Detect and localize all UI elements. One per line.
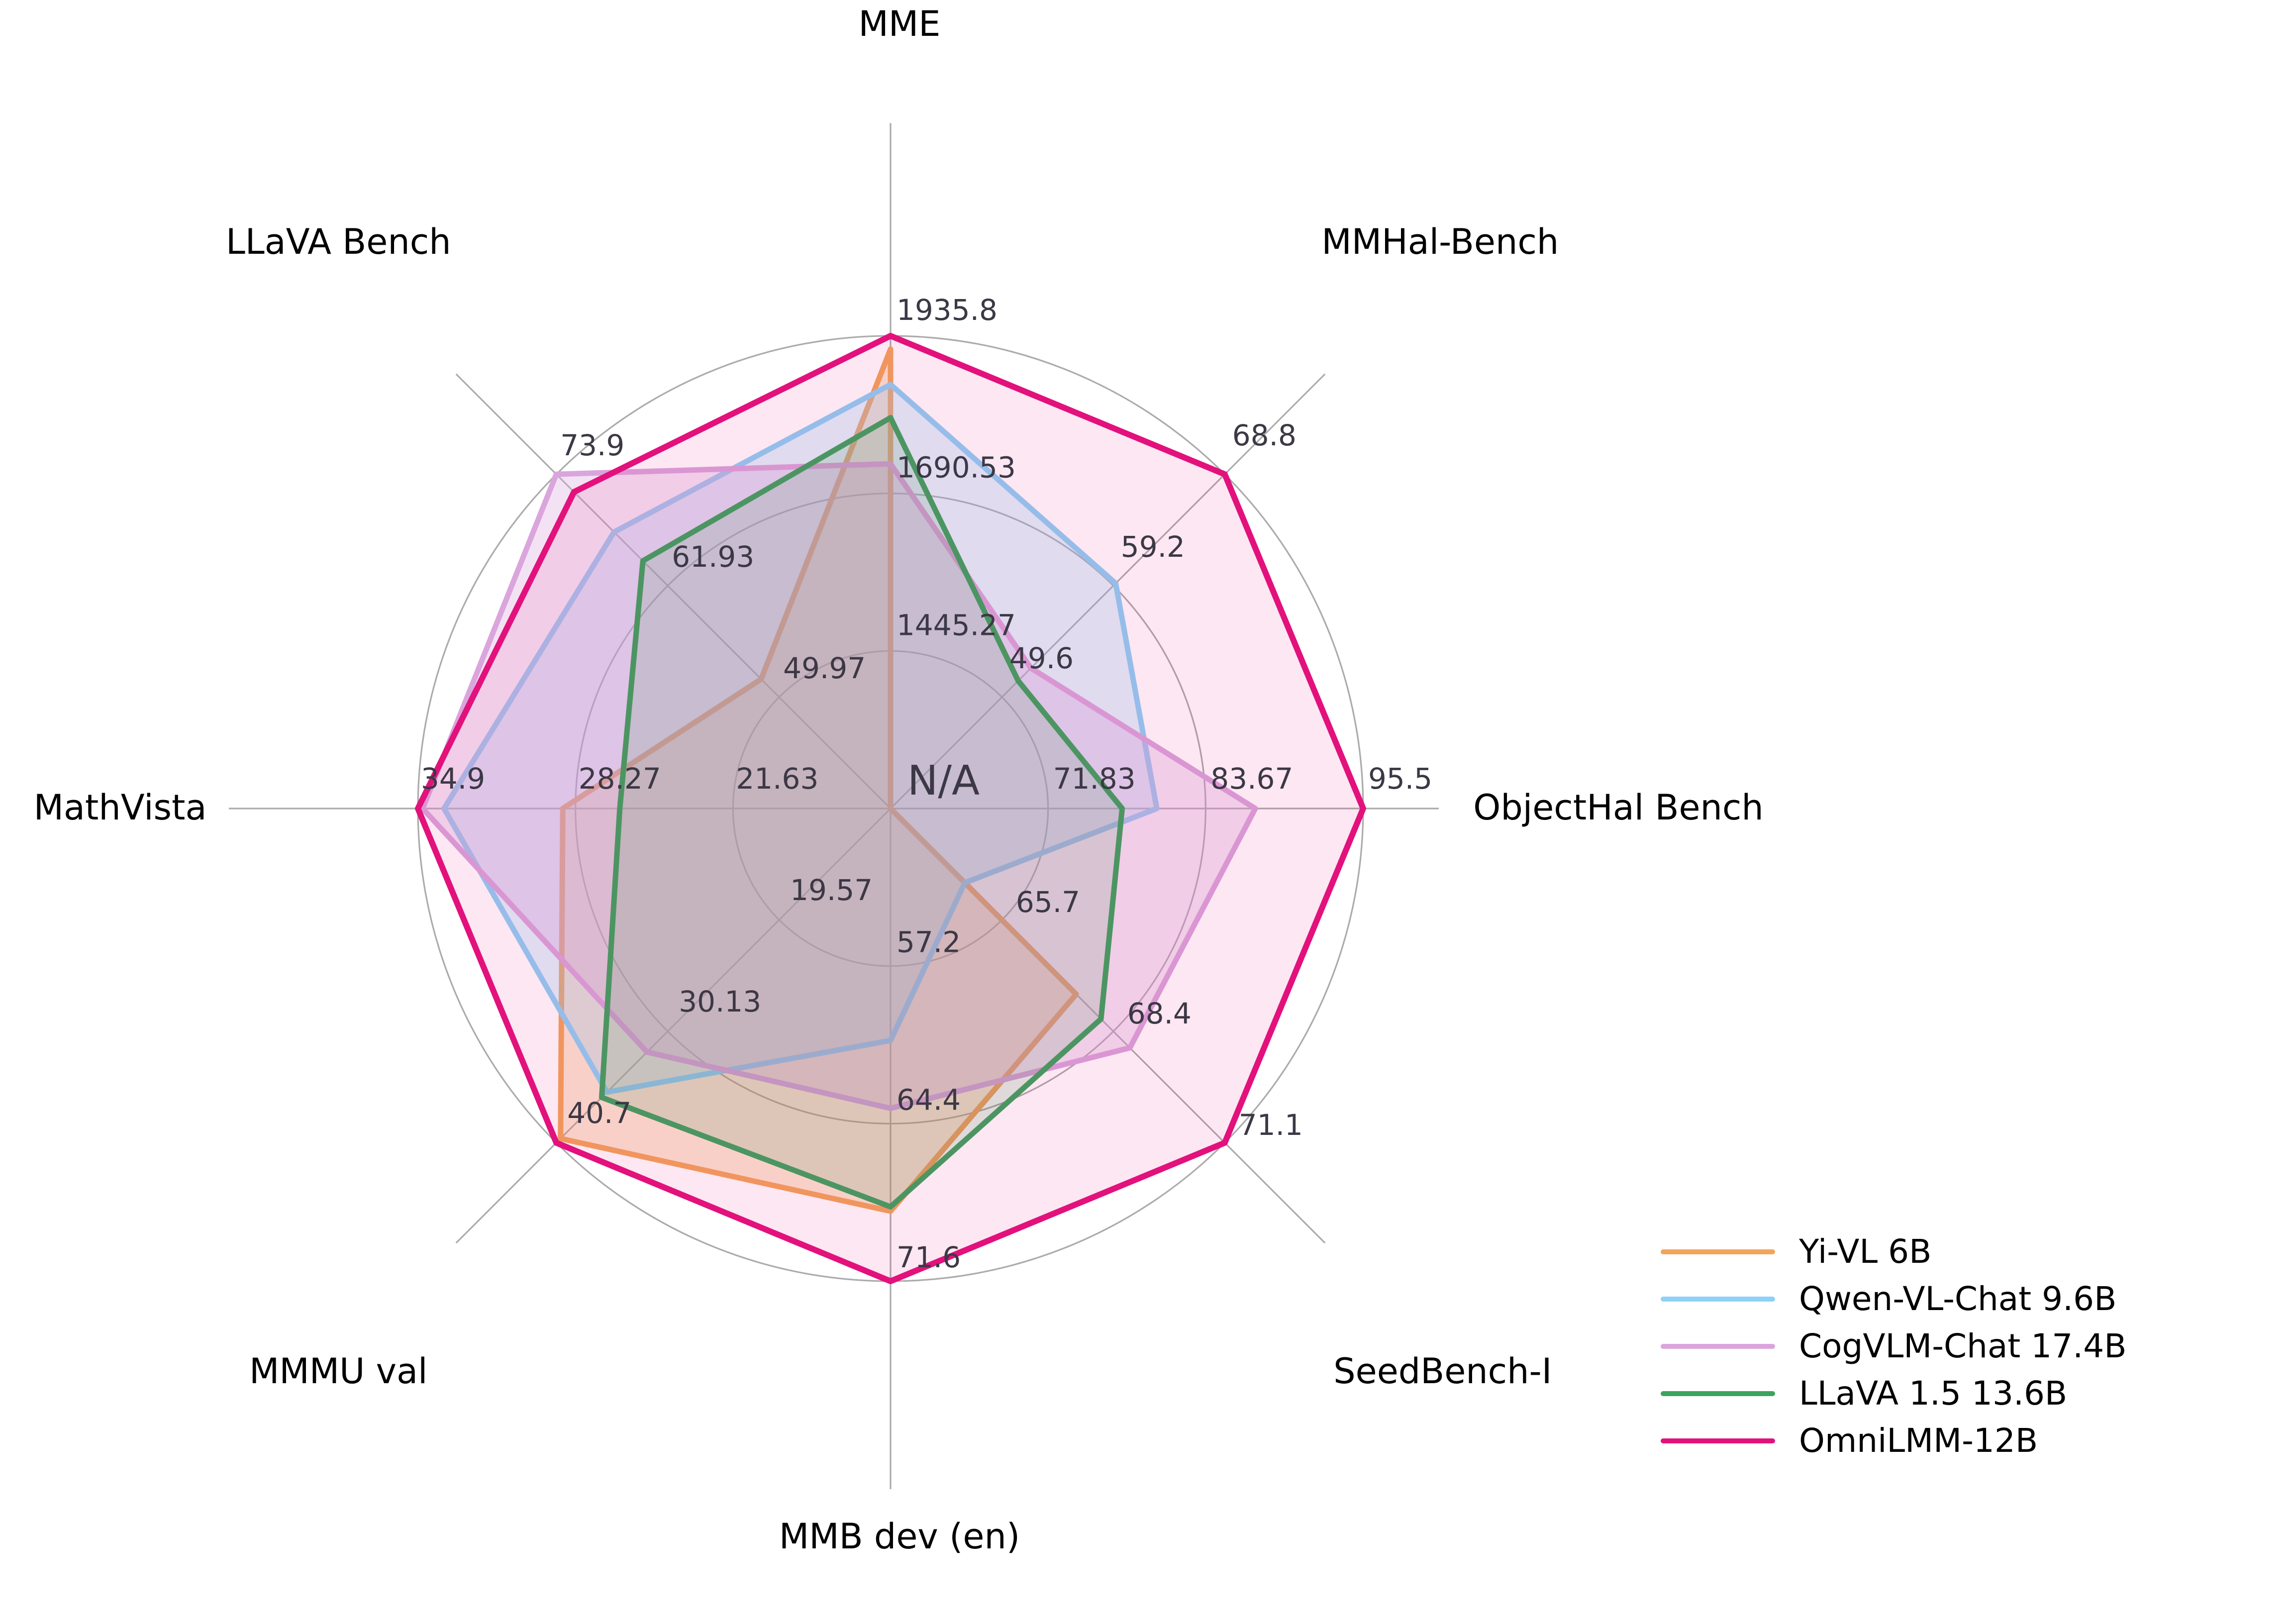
axis-line-mmmu-val [455, 808, 892, 1244]
axis-title-mme: MME [858, 3, 940, 44]
ring-label-mmmu-val-2: 30.13 [679, 985, 761, 1018]
series-polygon-yi-vl-6b [558, 346, 1079, 1214]
series-polygon-qwen-vl-chat-9-6b [441, 382, 1160, 1095]
legend-item-omnilmm-12b: OmniLMM-12B [1661, 1417, 2127, 1464]
ring-label-mme-1: 1445.27 [897, 608, 1016, 642]
ring-label-objecthal-bench-1: 71.83 [1053, 762, 1136, 796]
legend-item-yi-vl-6b: Yi-VL 6B [1661, 1228, 2127, 1275]
ring-label-mmb-dev-en-2: 64.4 [897, 1083, 961, 1116]
legend-item-cogvlm-chat-17-4b: CogVLM-Chat 17.4B [1661, 1322, 2127, 1370]
axis-title-llava-bench: LLaVA Bench [226, 221, 451, 262]
ring-label-mme-3: 1935.8 [897, 293, 997, 327]
ring-label-mmhal-bench-1: 49.6 [1009, 641, 1074, 675]
ring-label-seedbench-i-2: 68.4 [1127, 997, 1192, 1030]
ring-label-mmmu-val-3: 40.7 [567, 1096, 631, 1130]
axis-title-objecthal-bench: ObjectHal Bench [1473, 787, 1764, 828]
center-label: N/A [907, 757, 980, 805]
ring-label-seedbench-i-3: 71.1 [1239, 1108, 1303, 1142]
axis-title-mathvista: MathVista [34, 787, 207, 828]
legend-item-llava-1-5-13-6b: LLaVA 1.5 13.6B [1661, 1370, 2127, 1417]
ring-label-llava-bench-3: 73.9 [560, 428, 624, 462]
axis-title-mmhal-bench: MMHal-Bench [1321, 221, 1559, 262]
series-polygon-omnilmm-12b [415, 333, 1366, 1284]
legend: Yi-VL 6B Qwen-VL-Chat 9.6B CogVLM-Chat 17.… [1661, 1228, 2127, 1464]
axis-title-mmmu-val: MMMU val [249, 1351, 427, 1392]
ring-label-mmb-dev-en-1: 57.2 [897, 925, 961, 959]
legend-label-omnilmm-12b: OmniLMM-12B [1799, 1421, 2038, 1460]
legend-swatch-qwen-vl-chat-9-6b [1661, 1296, 1775, 1302]
legend-label-qwen-vl-chat-9-6b: Qwen-VL-Chat 9.6B [1799, 1279, 2117, 1318]
legend-swatch-llava-1-5-13-6b [1661, 1391, 1775, 1396]
series-polygon-cogvlm-chat-17-4b [420, 461, 1258, 1111]
ring-label-seedbench-i-1: 65.7 [1016, 885, 1080, 919]
ring-label-llava-bench-2: 61.93 [672, 540, 754, 574]
ring-label-llava-bench-1: 49.97 [783, 651, 866, 685]
legend-label-yi-vl-6b: Yi-VL 6B [1799, 1232, 1932, 1271]
ring-label-mmmu-val-1: 19.57 [790, 873, 873, 907]
legend-swatch-yi-vl-6b [1661, 1249, 1775, 1254]
legend-label-cogvlm-chat-17-4b: CogVLM-Chat 17.4B [1799, 1326, 2127, 1365]
ring-label-mathvista-3: 34.9 [421, 762, 485, 796]
legend-label-llava-1-5-13-6b: LLaVA 1.5 13.6B [1799, 1374, 2068, 1413]
ring-label-mathvista-1: 21.63 [736, 762, 818, 796]
ring-label-objecthal-bench-2: 83.67 [1210, 762, 1293, 796]
ring-label-mmhal-bench-2: 59.2 [1121, 530, 1185, 564]
axis-title-seedbench-i: SeedBench-I [1333, 1351, 1552, 1392]
ring-label-mmhal-bench-3: 68.8 [1232, 418, 1296, 452]
ring-label-mmb-dev-en-3: 71.6 [897, 1240, 961, 1274]
ring-label-mathvista-2: 28.27 [579, 762, 661, 796]
legend-swatch-cogvlm-chat-17-4b [1661, 1343, 1775, 1349]
series-polygon-llava-1-5-13-6b [598, 415, 1125, 1210]
axis-title-mmb-dev-en: MMB dev (en) [779, 1516, 1020, 1557]
legend-item-qwen-vl-chat-9-6b: Qwen-VL-Chat 9.6B [1661, 1275, 2127, 1322]
ring-label-mme-2: 1690.53 [897, 451, 1016, 485]
ring-label-objecthal-bench-3: 95.5 [1368, 762, 1432, 796]
axis-line-mmhal-bench [890, 373, 1326, 810]
legend-swatch-omnilmm-12b [1661, 1438, 1775, 1443]
axis-line-llava-bench [455, 373, 892, 810]
